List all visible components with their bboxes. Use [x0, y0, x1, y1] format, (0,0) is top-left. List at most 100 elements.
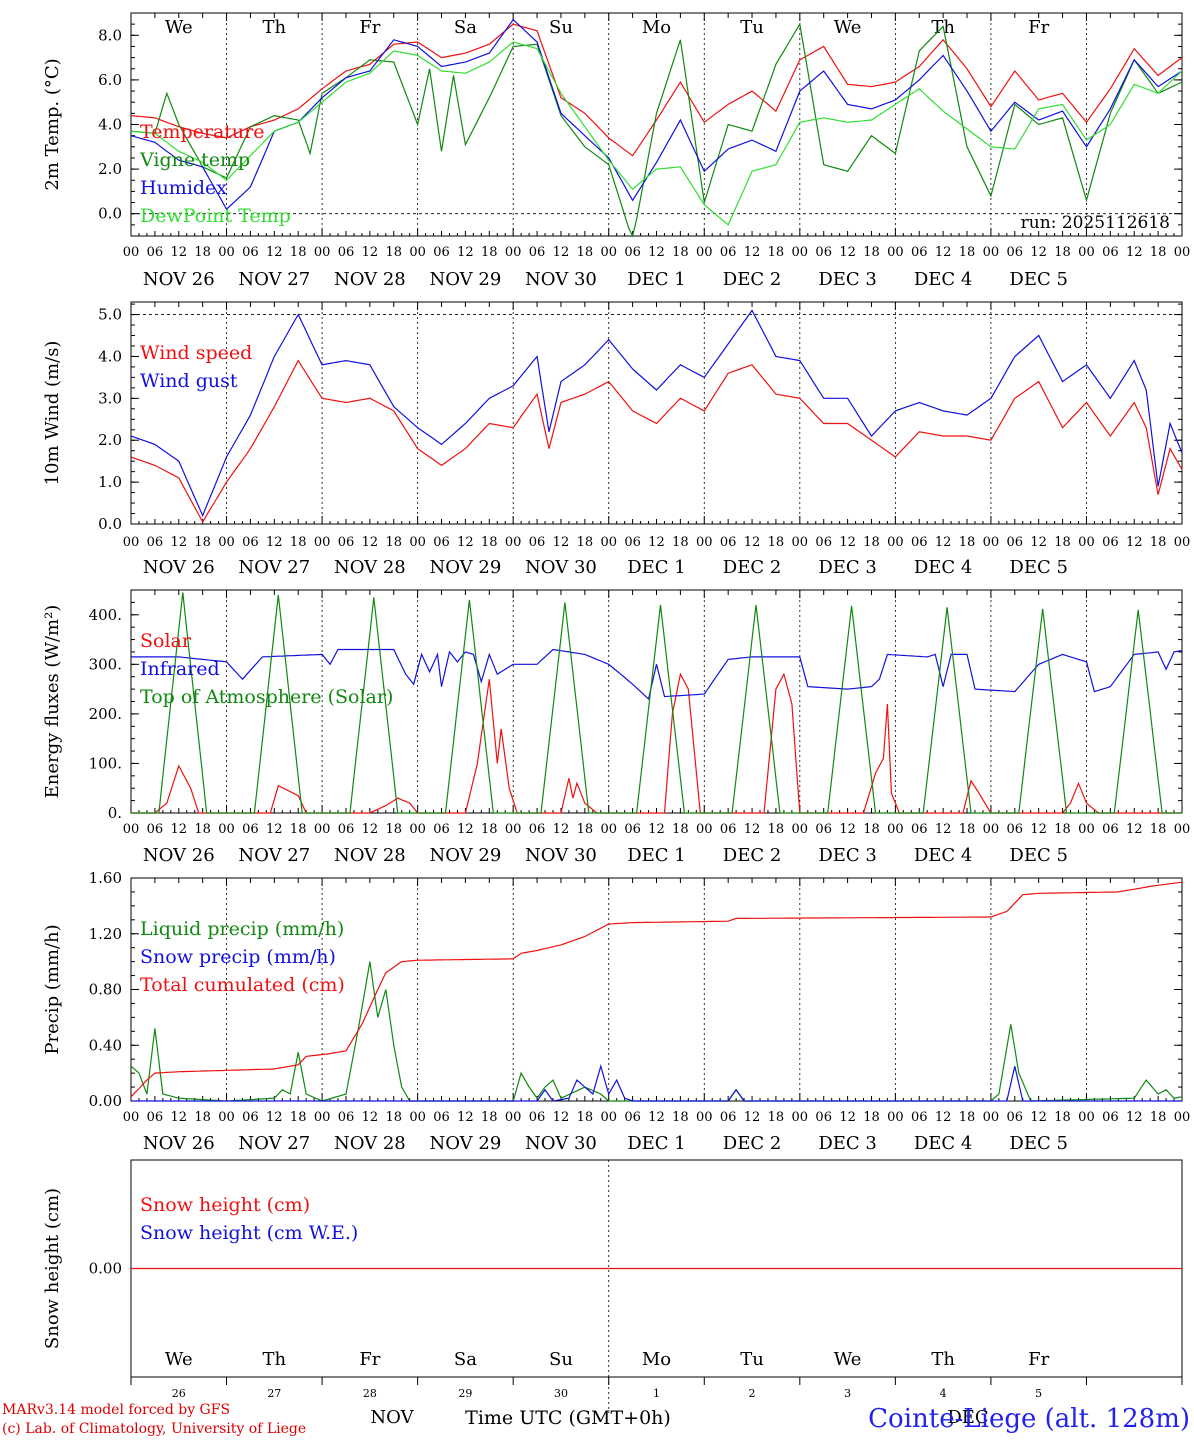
hour-label: 18	[481, 535, 498, 550]
hour-label: 12	[457, 822, 474, 837]
hour-label: 12	[648, 535, 665, 550]
hour-label: 12	[1030, 535, 1047, 550]
hour-label: 00	[983, 535, 1000, 550]
hour-label: 06	[147, 535, 164, 550]
hour-label: 12	[266, 535, 283, 550]
y-axis-title: Precip (mm/h)	[42, 924, 63, 1054]
hour-label: 12	[553, 822, 570, 837]
hour-label: 00	[696, 1110, 713, 1125]
hour-label: 00	[505, 245, 522, 260]
hour-label: 00	[792, 245, 809, 260]
hour-label: 06	[147, 1110, 164, 1125]
hour-label: 06	[1007, 245, 1024, 260]
y-axis-title: Snow height (cm)	[42, 1188, 63, 1349]
hour-label: 00	[1078, 245, 1095, 260]
hour-label: 18	[1150, 1110, 1167, 1125]
hour-label: 12	[1030, 1110, 1047, 1125]
hour-label: 12	[553, 1110, 570, 1125]
hour-label: 18	[768, 245, 785, 260]
hour-label: 00	[123, 535, 140, 550]
hour-label: 18	[1150, 245, 1167, 260]
series-line-total-cumulated-cm-	[130, 881, 1183, 1098]
hour-label: 12	[553, 245, 570, 260]
y-tick-label: 0.0	[98, 205, 122, 223]
day-number: 30	[554, 1387, 568, 1400]
hour-label: 06	[815, 1110, 832, 1125]
day-name: Sa	[454, 17, 477, 38]
day-name: Tu	[740, 17, 764, 38]
hour-label: 06	[433, 535, 450, 550]
panel-3: 00 06 12 18 00 06 12 18 00 06 12 18 00 06 12 18 00 06 12 18…	[42, 869, 1190, 1154]
day-number: 29	[458, 1387, 472, 1400]
date-label: NOV 27	[238, 269, 310, 290]
day-name: Sa	[454, 1349, 477, 1370]
y-tick-label: 1.20	[89, 925, 122, 943]
y-tick-label: 3.0	[98, 389, 122, 407]
hour-label: 00	[792, 1110, 809, 1125]
hour-label: 18	[1054, 535, 1071, 550]
y-tick-label: 0.40	[89, 1036, 122, 1054]
hour-label: 18	[290, 1110, 307, 1125]
hour-label: 06	[815, 822, 832, 837]
hour-label: 00	[123, 822, 140, 837]
hour-label: 18	[768, 535, 785, 550]
series-line-infrared	[131, 648, 1183, 701]
hour-label: 00	[218, 822, 235, 837]
hour-label: 06	[815, 535, 832, 550]
hour-label: 12	[839, 535, 856, 550]
hour-label: 12	[266, 822, 283, 837]
hour-label: 00	[696, 822, 713, 837]
hour-label: 00	[314, 1110, 331, 1125]
legend-entry: Temperature	[140, 121, 264, 143]
hour-label: 00	[983, 1110, 1000, 1125]
date-label: DEC 5	[1009, 557, 1068, 578]
date-label: DEC 3	[818, 1133, 877, 1154]
hour-label: 06	[911, 535, 928, 550]
hour-label: 00	[1174, 1110, 1191, 1125]
hour-label: 12	[170, 245, 187, 260]
y-tick-label: 8.0	[98, 26, 122, 44]
hour-label: 12	[935, 822, 952, 837]
y-tick-label: 2.0	[98, 431, 122, 449]
y-tick-label: 0.00	[89, 1260, 122, 1278]
date-label: NOV 28	[334, 269, 406, 290]
hour-label: 18	[959, 822, 976, 837]
legend-entry: Snow height (cm)	[140, 1194, 310, 1216]
date-label: DEC 4	[914, 269, 973, 290]
hour-label: 06	[1007, 535, 1024, 550]
hour-label: 06	[911, 822, 928, 837]
legend-entry: Total cumulated (cm)	[140, 974, 345, 996]
hour-label: 06	[1007, 822, 1024, 837]
hour-label: 06	[720, 245, 737, 260]
y-tick-label: 0.	[108, 804, 122, 822]
hour-label: 06	[242, 822, 259, 837]
hour-label: 00	[1174, 535, 1191, 550]
hour-label: 00	[1174, 822, 1191, 837]
date-label: NOV 26	[143, 845, 215, 866]
series-line-snow-precip-mm-h-	[131, 1064, 1182, 1102]
hour-label: 18	[577, 822, 594, 837]
date-label: DEC 2	[723, 1133, 782, 1154]
date-label: DEC 1	[627, 557, 686, 578]
legend-entry: Solar	[140, 630, 192, 652]
date-label: NOV 30	[525, 1133, 597, 1154]
hour-label: 12	[362, 822, 379, 837]
day-name: Fr	[1028, 1349, 1049, 1370]
hour-label: 18	[1150, 535, 1167, 550]
hour-label: 18	[481, 245, 498, 260]
day-number: 2	[749, 1387, 756, 1400]
hour-label: 00	[887, 1110, 904, 1125]
hour-label: 00	[314, 535, 331, 550]
hour-label: 18	[385, 822, 402, 837]
hour-label: 06	[1007, 1110, 1024, 1125]
time-axis-title: Time UTC (GMT+0h)	[465, 1407, 671, 1429]
hour-label: 12	[170, 822, 187, 837]
legend-entry: Vigne temp	[139, 149, 250, 171]
credit-lab: (c) Lab. of Climatology, University of L…	[2, 1421, 306, 1437]
hour-label: 00	[218, 535, 235, 550]
day-number: 28	[363, 1387, 377, 1400]
hour-label: 06	[720, 822, 737, 837]
hour-label: 00	[1078, 822, 1095, 837]
hour-label: 12	[648, 1110, 665, 1125]
